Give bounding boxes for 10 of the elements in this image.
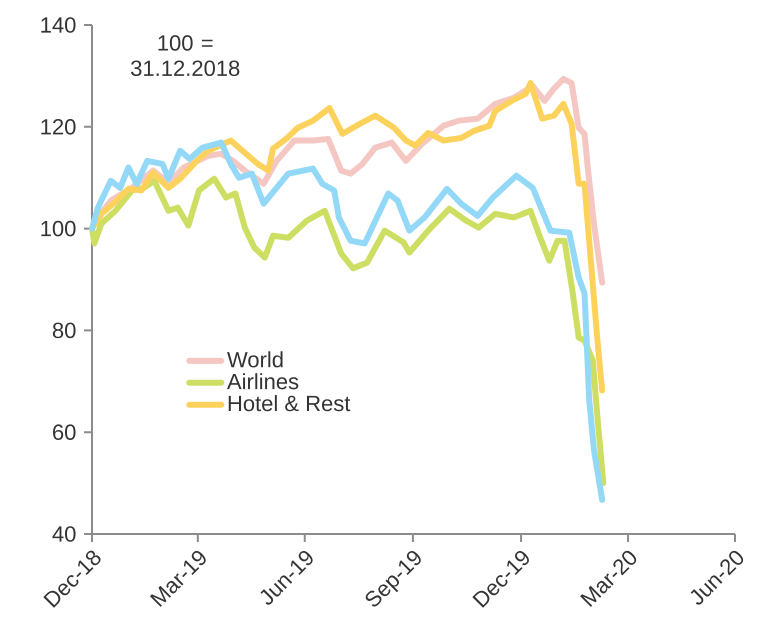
legend-label: World (227, 351, 283, 368)
y-tick-label: 60 (53, 424, 76, 440)
legend-label: Airlines (226, 373, 298, 390)
legend-label: Hotel & Rest (228, 395, 350, 412)
y-tick-label: 140 (41, 17, 76, 33)
y-tick-label: 120 (41, 119, 76, 135)
y-tick-label: 100 (41, 220, 76, 236)
y-tick-label: 80 (52, 322, 76, 338)
y-tick-label: 40 (52, 526, 76, 542)
annotation: 100 = 31.12.2018 (131, 35, 240, 76)
